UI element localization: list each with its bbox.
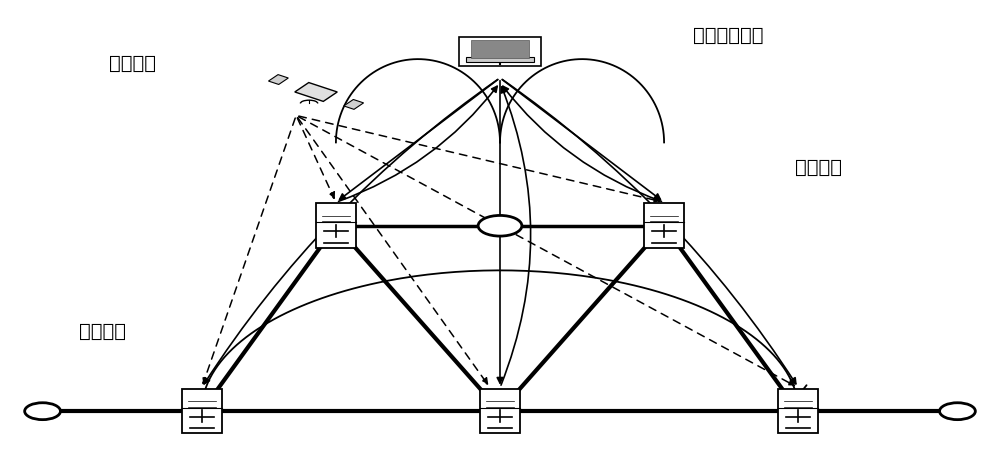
Text: 输电线路: 输电线路 xyxy=(79,322,126,341)
FancyBboxPatch shape xyxy=(459,37,541,66)
FancyBboxPatch shape xyxy=(466,57,534,62)
Circle shape xyxy=(940,403,975,419)
Text: 通信网络: 通信网络 xyxy=(795,158,842,177)
Text: 授时卫星: 授时卫星 xyxy=(109,54,156,73)
Bar xyxy=(316,203,356,248)
Bar xyxy=(182,389,222,434)
Bar xyxy=(295,83,337,101)
Bar xyxy=(268,75,288,85)
Bar xyxy=(480,389,520,434)
Bar xyxy=(344,99,364,109)
Bar xyxy=(471,40,529,58)
Circle shape xyxy=(25,403,60,419)
Bar xyxy=(644,203,684,248)
Circle shape xyxy=(478,216,522,236)
Bar xyxy=(778,389,818,434)
Text: 测距主站系统: 测距主站系统 xyxy=(693,26,764,45)
